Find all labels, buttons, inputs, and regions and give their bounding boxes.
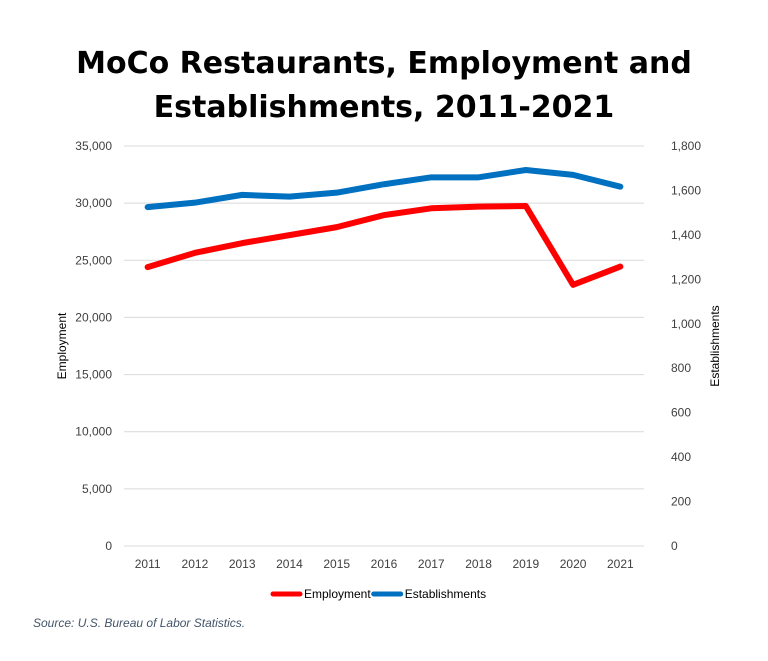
x-tick-label: 2020 <box>560 557 587 571</box>
x-tick-label: 2012 <box>182 557 209 571</box>
x-tick-label: 2018 <box>465 557 492 571</box>
y-tick-label: 10,000 <box>75 425 112 439</box>
x-tick-label: 2014 <box>276 557 303 571</box>
y-tick-label: 5,000 <box>82 482 112 496</box>
y-tick-label: 25,000 <box>75 253 112 267</box>
y2-tick-label: 1,200 <box>671 272 701 286</box>
y2-tick-label: 1,000 <box>671 317 701 331</box>
x-tick-label: 2016 <box>371 557 398 571</box>
x-tick-label: 2015 <box>323 557 350 571</box>
y-axis-label: Employment <box>55 312 69 379</box>
legend-label: Establishments <box>405 587 486 601</box>
y-tick-label: 15,000 <box>75 368 112 382</box>
y2-tick-label: 600 <box>671 406 691 420</box>
y2-axis-label: Establishments <box>708 305 722 386</box>
y2-tick-label: 1,600 <box>671 183 701 197</box>
y-tick-label: 20,000 <box>75 310 112 324</box>
y2-tick-label: 1,400 <box>671 228 701 242</box>
y-tick-label: 0 <box>105 539 112 553</box>
x-tick-label: 2011 <box>135 557 161 571</box>
y-tick-label: 30,000 <box>75 196 112 210</box>
series-line-employment <box>144 203 624 288</box>
y-tick-label: 35,000 <box>75 139 112 153</box>
series-line-establishments <box>144 167 624 211</box>
x-tick-label: 2019 <box>512 557 539 571</box>
source-note: Source: U.S. Bureau of Labor Statistics. <box>33 616 246 630</box>
x-tick-label: 2021 <box>607 557 634 571</box>
legend-label: Employment <box>304 587 371 601</box>
y2-tick-label: 1,800 <box>671 139 701 153</box>
chart-title: MoCo Restaurants, Employment and Establi… <box>76 46 692 125</box>
x-tick-label: 2013 <box>229 557 256 571</box>
y2-tick-label: 0 <box>671 539 678 553</box>
x-tick-label: 2017 <box>418 557 445 571</box>
y2-tick-label: 200 <box>671 495 691 509</box>
y2-tick-label: 800 <box>671 361 691 375</box>
y2-tick-label: 400 <box>671 450 691 464</box>
